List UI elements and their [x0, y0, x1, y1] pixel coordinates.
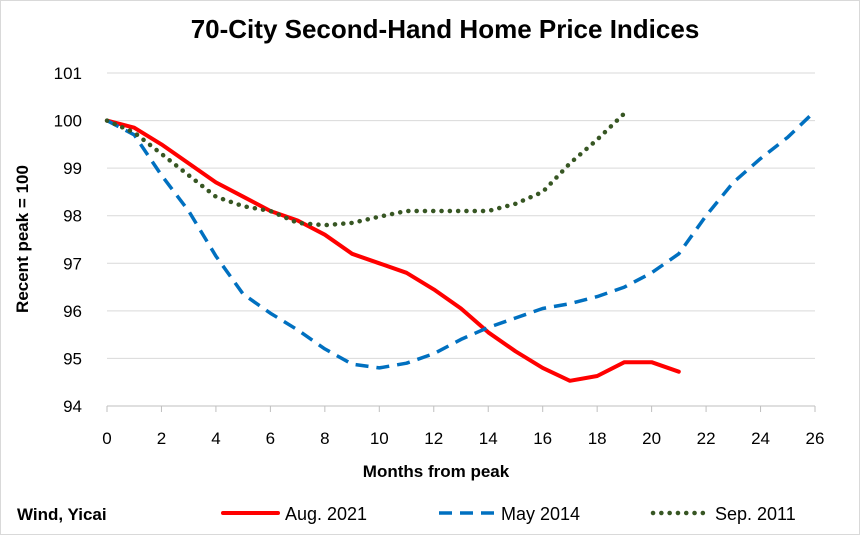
legend: Aug. 2021 May 2014 Sep. 2011 — [221, 504, 796, 524]
y-tick-label: 96 — [63, 302, 82, 321]
y-tick-label: 99 — [63, 159, 82, 178]
y-tick-label: 100 — [54, 112, 82, 131]
y-tick-label: 94 — [63, 397, 82, 416]
x-tick-label: 22 — [697, 429, 716, 448]
x-tick-label: 12 — [424, 429, 443, 448]
legend-label-1: Aug. 2021 — [285, 504, 367, 524]
y-tick-label: 101 — [54, 64, 82, 83]
x-tick-label: 24 — [751, 429, 770, 448]
y-tick-labels: 94 95 96 97 98 99 100 101 — [54, 64, 82, 416]
x-tick-label: 14 — [479, 429, 498, 448]
y-tick-label: 95 — [63, 349, 82, 368]
x-tick-label: 4 — [211, 429, 220, 448]
x-tick-label: 10 — [370, 429, 389, 448]
y-tick-label: 97 — [63, 254, 82, 273]
x-tick-label: 6 — [266, 429, 275, 448]
series-lines — [104, 109, 817, 383]
x-tick-label: 26 — [806, 429, 825, 448]
x-tick-label: 20 — [642, 429, 661, 448]
y-axis-label: Recent peak = 100 — [13, 165, 32, 313]
x-tick-label: 8 — [320, 429, 329, 448]
series-line-3 — [104, 111, 627, 228]
series-line-1 — [105, 118, 681, 383]
x-tick-label: 0 — [102, 429, 111, 448]
x-axis-label: Months from peak — [363, 462, 510, 481]
legend-label-2: May 2014 — [501, 504, 580, 524]
x-tick-label: 2 — [157, 429, 166, 448]
y-tick-label: 98 — [63, 207, 82, 226]
x-tick-labels: 0 2 4 6 8 10 12 14 16 18 20 22 24 26 — [102, 429, 824, 448]
chart-title: 70-City Second-Hand Home Price Indices — [191, 14, 700, 44]
x-tick-label: 18 — [588, 429, 607, 448]
legend-label-3: Sep. 2011 — [715, 504, 796, 524]
x-tick-label: 16 — [533, 429, 552, 448]
source-note: Wind, Yicai — [17, 505, 107, 524]
series-line-2 — [106, 109, 817, 370]
gridlines — [106, 72, 816, 412]
